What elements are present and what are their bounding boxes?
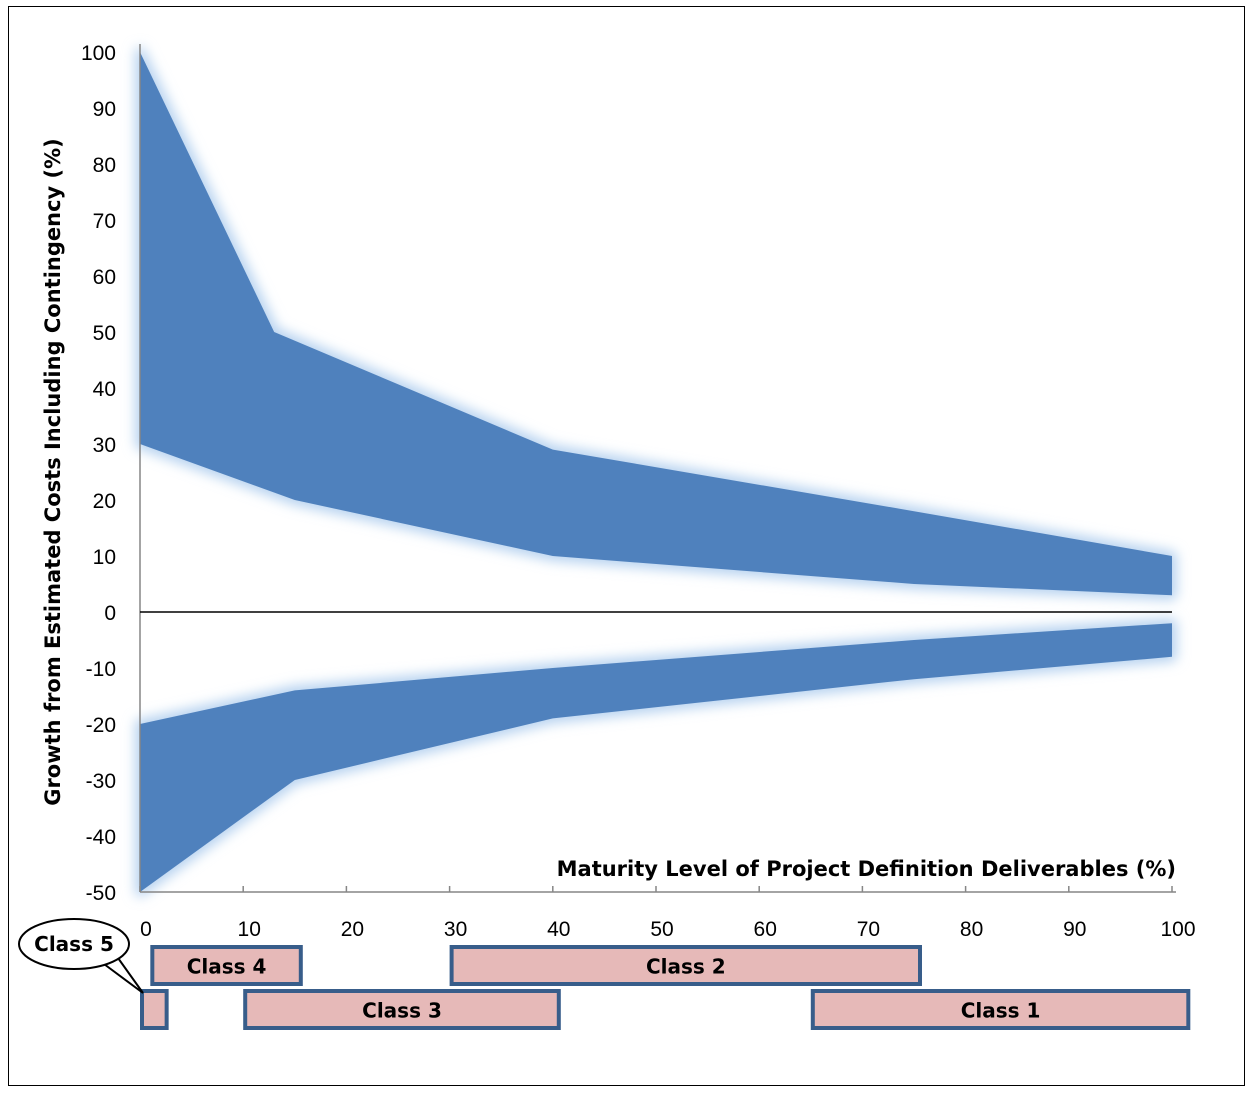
y-tick-label: 20 (93, 490, 116, 513)
y-tick-label: -30 (86, 770, 116, 793)
x-tick-label: 40 (547, 918, 570, 941)
y-tick-label: -50 (86, 882, 116, 905)
x-tick-labels: 0 10 20 30 40 50 60 70 80 90 100 (140, 918, 1195, 941)
y-tick-label: 0 (104, 602, 116, 625)
x-tick-label: 50 (650, 918, 673, 941)
class-5-bar (140, 989, 169, 1030)
class-1-bar (810, 989, 1191, 1030)
x-tick-label: 20 (341, 918, 364, 941)
x-tick-label: 80 (960, 918, 983, 941)
y-tick-label: 10 (93, 546, 116, 569)
y-tick-label: 70 (93, 210, 116, 233)
x-tick-label: 0 (140, 918, 152, 941)
y-axis-title: Growth from Estimated Costs Including Co… (41, 138, 65, 806)
y-tick-label: 40 (93, 378, 116, 401)
callout-pointer (103, 957, 144, 994)
x-tick-label: 30 (444, 918, 467, 941)
y-tick-label: -10 (86, 658, 116, 681)
y-tick-label: 30 (93, 434, 116, 457)
y-tick-label: 90 (93, 98, 116, 121)
x-tick-label: 100 (1160, 918, 1195, 941)
band-area-1 (140, 52, 1172, 596)
x-axis-title: Maturity Level of Project Definition Del… (557, 857, 1176, 881)
x-tick-label: 90 (1063, 918, 1086, 941)
y-tick-label: 100 (81, 42, 116, 65)
class-3-label: Class 3 (362, 999, 442, 1023)
class-5-label: Class 5 (34, 932, 114, 956)
axes-layer (139, 44, 1176, 893)
band-area-2 (140, 623, 1172, 892)
class-1-label: Class 1 (961, 999, 1041, 1023)
y-tick-label: 60 (93, 266, 116, 289)
x-tick-label: 70 (857, 918, 880, 941)
class-2-bar (449, 945, 922, 986)
y-tick-label: 50 (93, 322, 116, 345)
x-tick-label: 10 (238, 918, 261, 941)
class-2-label: Class 2 (646, 955, 726, 979)
class-4-bar (150, 945, 303, 986)
callout-bubble (18, 918, 130, 970)
x-tick-label: 60 (754, 918, 777, 941)
class-3-bar (243, 989, 561, 1030)
class-bars: Class 5 Class 4 Class 3 Class 2 Class 1 (18, 918, 1191, 1030)
bands-layer (140, 52, 1172, 892)
y-tick-label: -40 (86, 826, 116, 849)
class-4-label: Class 4 (187, 955, 267, 979)
y-tick-label: -20 (86, 714, 116, 737)
y-tick-label: 80 (93, 154, 116, 177)
